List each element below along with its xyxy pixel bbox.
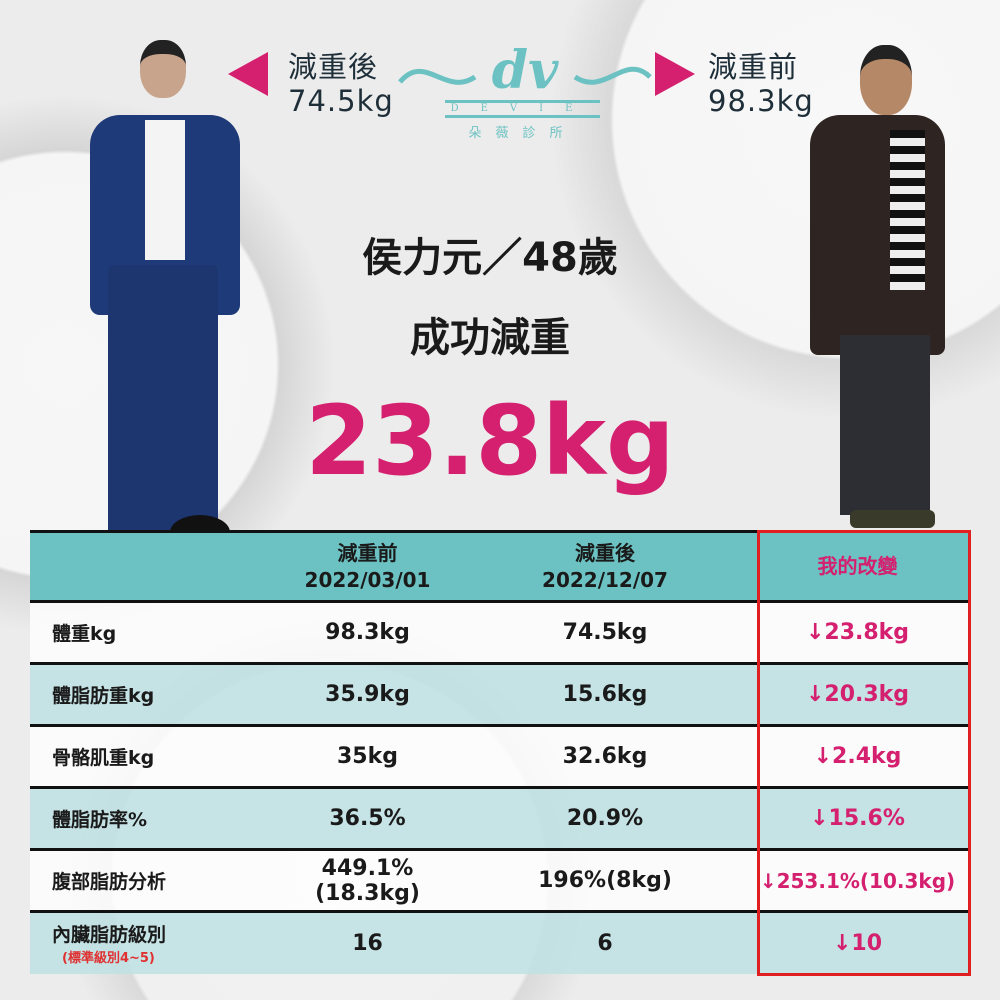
table-header: 減重前 2022/03/01 減重後 2022/12/07 我的改變 — [30, 530, 970, 603]
client-name-age: 侯力元／48歲 — [362, 235, 618, 281]
before-weight: 98.3kg — [708, 84, 814, 118]
logo-name: DEVIE — [445, 100, 600, 118]
arrow-left-icon — [228, 52, 268, 96]
after-weight-label: 減重後 74.5kg — [288, 50, 394, 118]
after-label: 減重後 — [288, 50, 379, 84]
table-row: 腹部脂肪分析 449.1%(18.3kg) 196%(8kg) ↓253.1%(10.… — [30, 849, 970, 913]
header-after: 減重後 2022/12/07 — [465, 530, 745, 603]
header-change: 我的改變 — [745, 530, 970, 603]
table-row: 體脂肪率% 36.5% 20.9% ↓15.6% — [30, 787, 970, 851]
after-photo — [60, 35, 260, 595]
standard-note: (標準級別4~5) — [62, 951, 155, 967]
results-table: 減重前 2022/03/01 減重後 2022/12/07 我的改變 體重kg 98.… — [30, 530, 970, 974]
before-label: 減重前 — [708, 50, 799, 84]
table-row: 體脂肪重kg 35.9kg 15.6kg ↓20.3kg — [30, 663, 970, 727]
headline-subtitle: 成功減重 — [410, 315, 570, 361]
table-row: 內臟脂肪級別 (標準級別4~5) 16 6 ↓10 — [30, 911, 970, 974]
row-label: 內臟脂肪級別 — [52, 924, 167, 947]
logo-swirl — [398, 66, 652, 85]
after-weight: 74.5kg — [288, 84, 394, 118]
header-before: 減重前 2022/03/01 — [270, 530, 465, 603]
table-row: 體重kg 98.3kg 74.5kg ↓23.8kg — [30, 601, 970, 665]
header-label — [30, 530, 270, 603]
arrow-right-icon — [655, 52, 695, 96]
table-row: 骨骼肌重kg 35kg 32.6kg ↓2.4kg — [30, 725, 970, 789]
before-weight-label: 減重前 98.3kg — [708, 50, 814, 118]
logo-mark: dv — [491, 40, 559, 101]
before-photo — [805, 45, 955, 535]
logo-chinese: 朵薇診所 — [468, 126, 577, 141]
devie-logo: dv DEVIE 朵薇診所 — [395, 40, 655, 150]
weight-loss-amount: 23.8kg — [305, 385, 675, 497]
change-highlight-box — [757, 530, 971, 976]
